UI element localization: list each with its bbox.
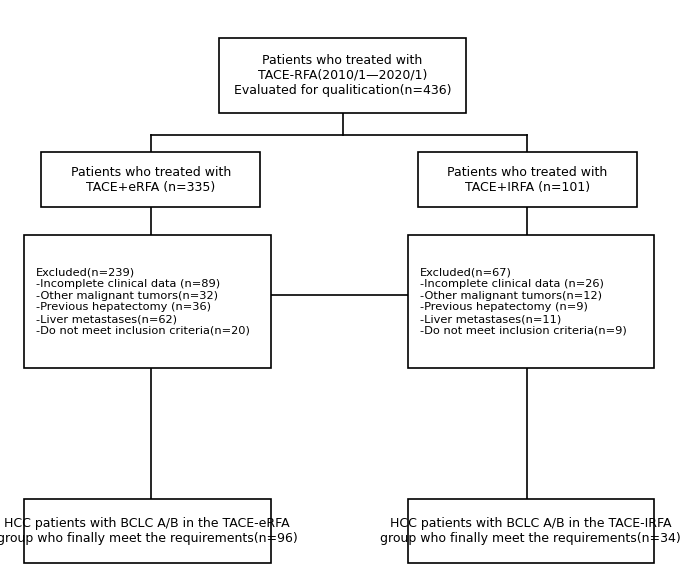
FancyBboxPatch shape xyxy=(408,235,654,368)
FancyBboxPatch shape xyxy=(418,153,637,208)
Text: Patients who treated with
TACE-RFA(2010/1—2020/1)
Evaluated for qualitication(n=: Patients who treated with TACE-RFA(2010/… xyxy=(234,54,451,97)
Text: Patients who treated with
TACE+eRFA (n=335): Patients who treated with TACE+eRFA (n=3… xyxy=(71,166,231,194)
Text: Patients who treated with
TACE+IRFA (n=101): Patients who treated with TACE+IRFA (n=1… xyxy=(447,166,608,194)
Text: HCC patients with BCLC A/B in the TACE-IRFA
group who finally meet the requireme: HCC patients with BCLC A/B in the TACE-I… xyxy=(380,517,682,545)
Text: Excluded(n=239)
-Incomplete clinical data (n=89)
-Other malignant tumors(n=32)
-: Excluded(n=239) -Incomplete clinical dat… xyxy=(36,267,250,336)
Text: Excluded(n=67)
-Incomplete clinical data (n=26)
-Other malignant tumors(n=12)
-P: Excluded(n=67) -Incomplete clinical data… xyxy=(420,267,627,336)
FancyBboxPatch shape xyxy=(408,499,654,563)
FancyBboxPatch shape xyxy=(24,499,271,563)
FancyBboxPatch shape xyxy=(41,153,260,208)
Text: HCC patients with BCLC A/B in the TACE-eRFA
group who finally meet the requireme: HCC patients with BCLC A/B in the TACE-e… xyxy=(0,517,298,545)
FancyBboxPatch shape xyxy=(24,235,271,368)
FancyBboxPatch shape xyxy=(219,38,466,113)
